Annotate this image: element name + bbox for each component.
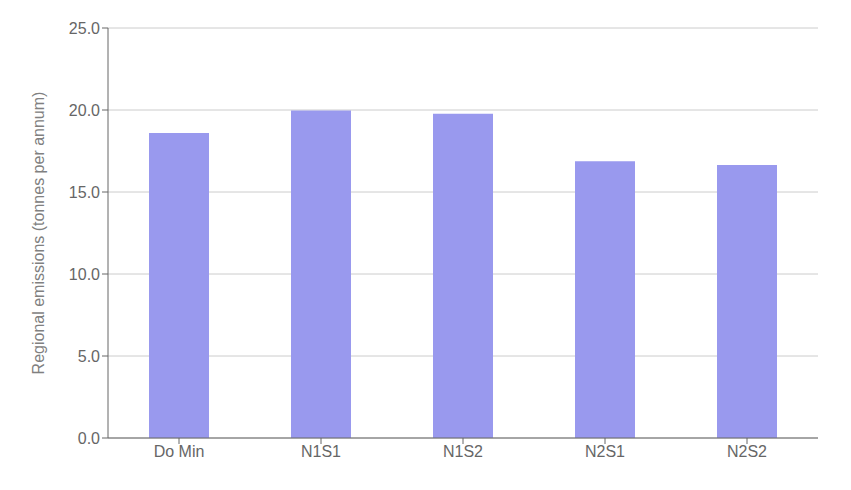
svg-text:25.0: 25.0	[69, 20, 100, 37]
svg-text:N1S2: N1S2	[443, 443, 483, 460]
svg-text:Do Min: Do Min	[154, 443, 205, 460]
svg-text:5.0: 5.0	[78, 348, 100, 365]
svg-text:N1S1: N1S1	[301, 443, 341, 460]
svg-text:15.0: 15.0	[69, 184, 100, 201]
svg-text:10.0: 10.0	[69, 266, 100, 283]
svg-text:0.0: 0.0	[78, 430, 100, 447]
svg-text:20.0: 20.0	[69, 102, 100, 119]
svg-text:N2S1: N2S1	[585, 443, 625, 460]
svg-text:N2S2: N2S2	[727, 443, 767, 460]
svg-text:Regional emissions (tonnes per: Regional emissions (tonnes per annum)	[30, 92, 47, 375]
